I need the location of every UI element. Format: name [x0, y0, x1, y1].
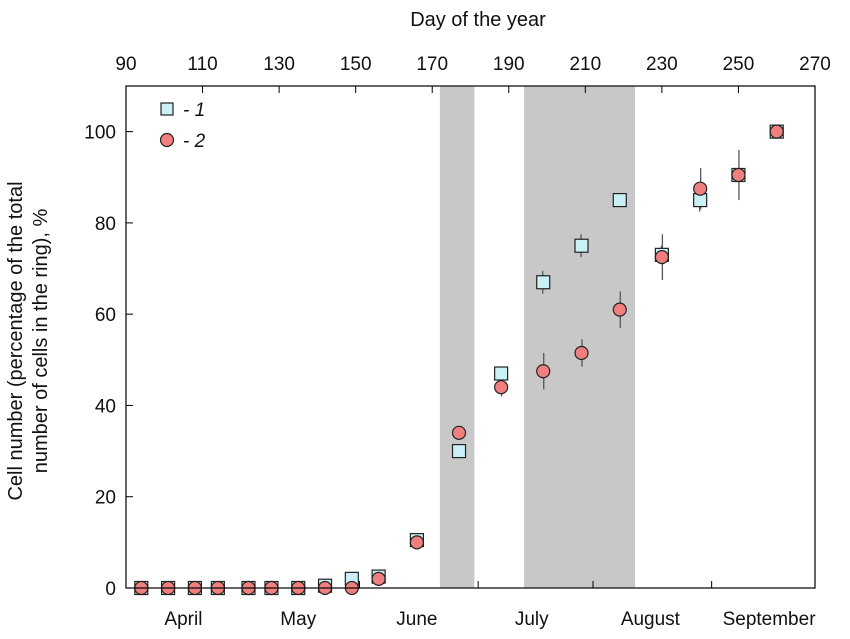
point-series-2-14 — [536, 364, 551, 379]
y-tick-label-60: 60 — [95, 305, 116, 326]
month-label-may: May — [280, 609, 316, 630]
point-series-2-18 — [693, 181, 708, 196]
top-x-tick-label-150: 150 — [340, 54, 372, 75]
y-axis-title-line-2: number of cells in the ring), % — [30, 209, 52, 474]
shaded-bands — [439, 86, 636, 588]
month-axis: April May June July August September — [125, 581, 817, 630]
point-series-2-15 — [574, 345, 589, 361]
top-x-axis-title: Day of the year — [410, 9, 546, 31]
point-series-2-12 — [451, 425, 467, 440]
top-x-tick-label-230: 230 — [646, 54, 678, 75]
point-series-2-17 — [654, 250, 669, 265]
shaded-band-2 — [524, 86, 636, 588]
point-series-2-13 — [494, 380, 509, 395]
top-x-tick-label-170: 170 — [416, 54, 448, 75]
month-label-september: September — [723, 609, 817, 630]
legend-marker-series-1 — [160, 102, 174, 116]
legend-marker-series-2 — [159, 132, 175, 148]
y-tick-label-100: 100 — [84, 123, 116, 144]
legend-label-series-2: - 2 — [183, 131, 206, 152]
point-series-2-19 — [731, 167, 746, 183]
point-series-2-11 — [409, 535, 425, 550]
top-x-ticks: 90 110 130 150 170 190 210 230 250 270 — [115, 54, 831, 93]
top-x-tick-label-90: 90 — [115, 54, 136, 75]
point-series-1-12 — [451, 443, 467, 459]
point-series-2-20 — [769, 124, 784, 139]
top-x-tick-label-270: 270 — [799, 54, 831, 75]
point-series-2-16 — [612, 302, 627, 317]
month-label-june: June — [396, 609, 437, 630]
month-label-july: July — [515, 609, 549, 630]
y-tick-label-40: 40 — [95, 396, 116, 417]
point-series-1-13 — [494, 366, 509, 381]
top-x-tick-label-250: 250 — [723, 54, 755, 75]
top-x-tick-label-210: 210 — [569, 54, 601, 75]
y-tick-label-80: 80 — [95, 214, 116, 235]
legend: - 1 - 2 — [159, 100, 206, 152]
y-tick-label-20: 20 — [95, 488, 116, 509]
point-series-1-14 — [536, 275, 551, 290]
month-label-august: August — [621, 609, 681, 630]
y-tick-label-0: 0 — [105, 579, 116, 600]
top-x-tick-label-190: 190 — [493, 54, 525, 75]
point-series-1-15 — [574, 238, 589, 253]
month-label-april: April — [164, 609, 202, 630]
top-x-tick-label-110: 110 — [187, 54, 217, 75]
y-axis-title-line-1: Cell number (percentage of the total — [5, 181, 27, 500]
point-series-2-10 — [371, 571, 386, 586]
point-series-1-16 — [612, 192, 627, 208]
shaded-band-1 — [439, 86, 475, 588]
plot-frame — [125, 85, 816, 589]
legend-label-series-1: - 1 — [183, 100, 205, 121]
top-x-tick-label-130: 130 — [263, 54, 295, 75]
y-ticks: 0 20 40 60 80 100 — [84, 123, 133, 600]
